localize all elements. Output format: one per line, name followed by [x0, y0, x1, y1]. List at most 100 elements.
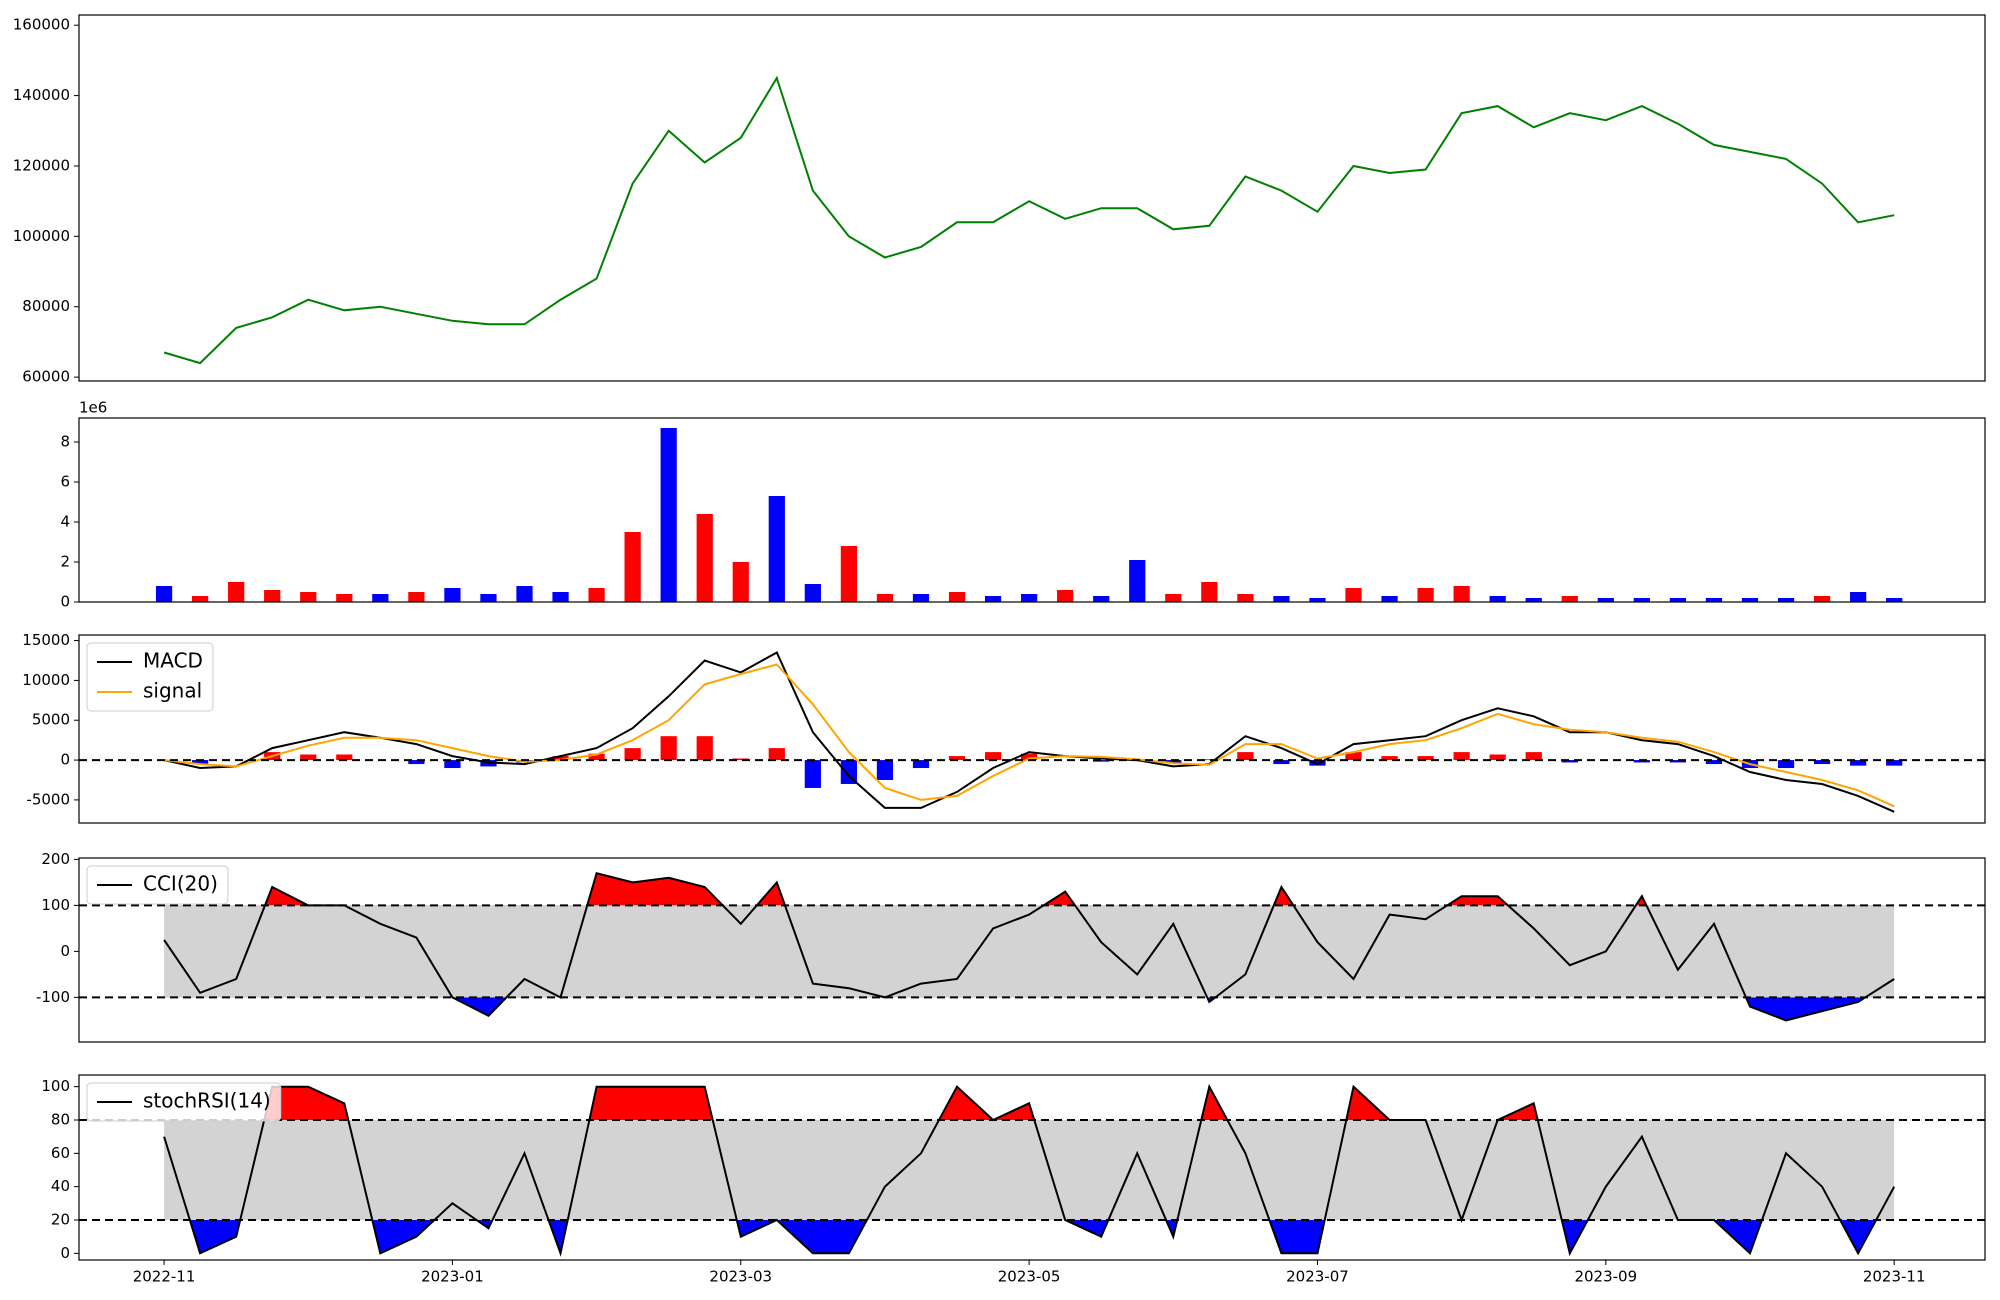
bar	[1453, 586, 1470, 602]
bar	[984, 596, 1002, 602]
line	[163, 663, 1895, 808]
bar	[1633, 760, 1650, 763]
plot-area	[79, 1083, 1985, 1257]
y-tick-label: 60	[51, 1144, 70, 1162]
y-tick-label: 100000	[13, 227, 70, 245]
bar	[1850, 760, 1867, 766]
bar	[1525, 598, 1542, 602]
bar	[191, 596, 209, 602]
bar	[804, 584, 821, 602]
bar	[1345, 588, 1362, 602]
bar	[1886, 598, 1903, 602]
bar	[1777, 760, 1795, 769]
y-tick-label: 6	[60, 473, 70, 491]
y-tick-label: 0	[60, 942, 70, 960]
bar	[696, 514, 713, 602]
legend-label: stochRSI(14)	[143, 1089, 271, 1113]
bar	[1201, 759, 1218, 761]
bar	[336, 754, 353, 761]
bar	[1093, 596, 1110, 602]
bar	[1489, 596, 1506, 602]
bar	[264, 590, 281, 602]
fill-below	[164, 1220, 1895, 1254]
bar	[1705, 598, 1723, 602]
y-tick-label: 160000	[13, 16, 70, 34]
axes-frame	[78, 634, 1986, 824]
plot-area	[79, 871, 1985, 1022]
bar	[552, 592, 569, 602]
bar	[1850, 592, 1867, 602]
bar	[660, 736, 677, 761]
y-tick-label: -5000	[26, 790, 70, 808]
x-tick-label: 2023-09	[1574, 1268, 1637, 1286]
y-tick-label: 80000	[22, 297, 70, 315]
bar	[372, 594, 389, 602]
bar	[1381, 596, 1398, 602]
bar	[155, 586, 173, 602]
bar	[912, 594, 930, 602]
y-tick-label: 200	[41, 850, 70, 868]
bar	[1597, 598, 1614, 602]
bar	[732, 758, 749, 761]
bar	[1705, 760, 1723, 765]
bar	[948, 756, 966, 761]
bar	[1093, 760, 1110, 762]
bar	[1561, 596, 1578, 602]
bar	[228, 582, 245, 602]
bar	[1273, 760, 1290, 765]
bar	[408, 760, 425, 765]
x-tick-label: 2023-03	[709, 1268, 772, 1286]
bar	[768, 748, 785, 761]
legend-label: CCI(20)	[143, 872, 218, 896]
y-tick-label: 15000	[22, 631, 70, 649]
bar	[1129, 560, 1146, 602]
bar	[1345, 752, 1362, 761]
line	[163, 871, 1895, 1022]
bar	[1021, 594, 1038, 602]
y-tick-label: 120000	[13, 156, 70, 174]
bar	[1417, 588, 1434, 602]
bar	[1525, 752, 1542, 761]
bar	[1453, 752, 1470, 761]
bar	[876, 594, 894, 602]
axes-frame	[78, 417, 1986, 603]
y-tick-label: 40	[51, 1177, 70, 1195]
y-tick-label: 2	[60, 553, 70, 571]
plot-area	[155, 428, 1903, 602]
bar	[1201, 582, 1218, 602]
bar	[300, 592, 317, 602]
plot-area	[79, 651, 1985, 813]
bar	[336, 594, 353, 602]
x-tick-label: 2023-05	[998, 1268, 1061, 1286]
plot-area	[163, 75, 1895, 365]
y-tick-label: 0	[60, 593, 70, 611]
line	[163, 651, 1895, 813]
bar	[1886, 760, 1903, 766]
bar	[444, 760, 461, 769]
bar	[588, 588, 605, 602]
bar	[480, 594, 497, 602]
bar	[948, 592, 966, 602]
bar	[1273, 596, 1290, 602]
legend-label: signal	[143, 679, 202, 703]
line	[163, 75, 1895, 365]
bar	[1777, 598, 1795, 602]
bar	[840, 760, 858, 784]
axes-frame	[78, 1074, 1986, 1261]
bar	[1309, 760, 1326, 766]
y-tick-label: -100	[36, 988, 70, 1006]
bar	[876, 760, 894, 780]
bar	[1741, 598, 1759, 602]
legend-box	[86, 642, 214, 712]
y-tick-label: 100	[41, 1077, 70, 1095]
bar	[1669, 598, 1687, 602]
bar	[624, 748, 641, 761]
bar	[912, 760, 930, 769]
bar	[732, 562, 749, 602]
bar	[840, 546, 858, 602]
bar	[552, 756, 569, 761]
bar	[408, 592, 425, 602]
bar	[1057, 590, 1074, 602]
